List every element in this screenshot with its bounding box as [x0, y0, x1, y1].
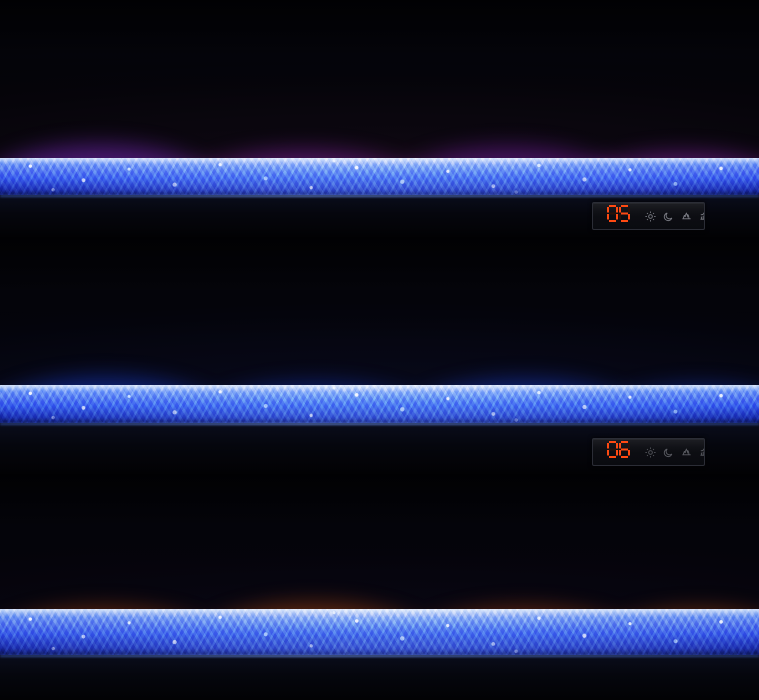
- led-digit-tens: [607, 205, 618, 227]
- glass-ember-bed: [0, 385, 759, 423]
- glass-ember-bed: [0, 609, 759, 655]
- timer-icon[interactable]: [663, 211, 674, 222]
- led-digit-ones: [619, 441, 630, 463]
- touch-control-panel[interactable]: 06: [592, 438, 705, 466]
- firebox-interior: [0, 0, 759, 237]
- control-icon-row: [645, 210, 704, 222]
- timer-icon[interactable]: [663, 447, 674, 458]
- firebox-top-shadow: [0, 237, 759, 337]
- firebox-interior: [0, 474, 759, 700]
- fireplace-photo-orange-mode: orange amber flame mode: [0, 474, 759, 700]
- firebox-top-shadow: [0, 0, 759, 100]
- firebox-top-shadow: [0, 474, 759, 569]
- touch-control-panel[interactable]: 05: [592, 202, 705, 230]
- fireplace-photo-blue-mode: blue flame mode: [0, 237, 759, 474]
- firebox-interior: [0, 237, 759, 474]
- brightness-icon[interactable]: [645, 210, 656, 222]
- flame-icon[interactable]: [681, 211, 692, 222]
- flame-icon[interactable]: [681, 447, 692, 458]
- led-display: 05: [607, 205, 630, 227]
- led-digit-ones: [619, 205, 630, 227]
- heater-icon[interactable]: [699, 447, 704, 458]
- control-icon-row: [645, 446, 704, 458]
- led-digit-tens: [607, 441, 618, 463]
- hearth-lip: [0, 655, 759, 700]
- led-display: 06: [607, 441, 630, 463]
- brightness-icon[interactable]: [645, 446, 656, 458]
- glass-ember-bed: [0, 158, 759, 195]
- heater-icon[interactable]: [699, 211, 704, 222]
- fireplace-photo-pink-mode: pink and violet flame mode: [0, 0, 759, 237]
